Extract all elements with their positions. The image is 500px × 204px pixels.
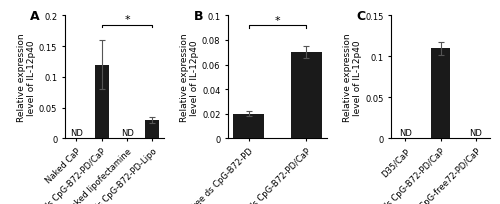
Text: ND: ND — [120, 129, 134, 137]
Text: *: * — [124, 15, 130, 25]
Bar — [95, 65, 108, 139]
Y-axis label: Relative expression
level of IL-12p40: Relative expression level of IL-12p40 — [343, 33, 362, 122]
Text: B: B — [194, 10, 203, 23]
Bar — [146, 120, 160, 139]
Text: A: A — [30, 10, 40, 23]
Text: ND: ND — [470, 129, 482, 137]
Text: C: C — [356, 10, 366, 23]
Text: *: * — [274, 16, 280, 26]
Y-axis label: Relative expression
level of IL-12p40: Relative expression level of IL-12p40 — [17, 33, 36, 122]
Bar — [431, 49, 450, 139]
Y-axis label: Relative expression
level of IL-12p40: Relative expression level of IL-12p40 — [180, 33, 199, 122]
Bar — [232, 114, 264, 139]
Bar — [290, 53, 322, 139]
Text: ND: ND — [399, 129, 412, 137]
Text: ND: ND — [70, 129, 83, 137]
